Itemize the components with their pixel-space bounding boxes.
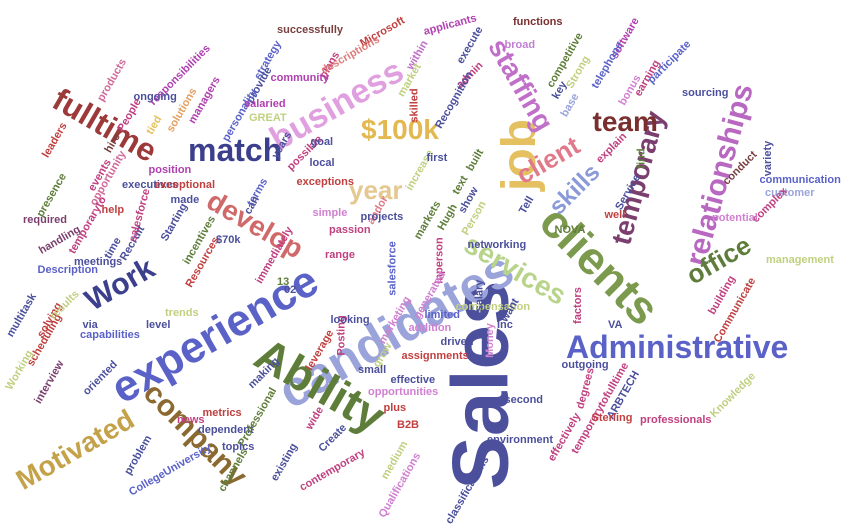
cloud-word: execute bbox=[454, 24, 486, 66]
cloud-word: well bbox=[604, 208, 626, 221]
cloud-word: 02 bbox=[284, 283, 297, 296]
cloud-word: successfully bbox=[277, 23, 344, 36]
cloud-word: outgoing bbox=[561, 358, 609, 371]
cloud-word: topics bbox=[222, 440, 255, 453]
cloud-word: second bbox=[504, 393, 544, 406]
cloud-word: executives bbox=[122, 178, 179, 191]
cloud-word: management bbox=[766, 253, 834, 266]
cloud-word: first bbox=[426, 151, 448, 164]
cloud-word: contemporary bbox=[297, 446, 367, 494]
cloud-word: communication bbox=[759, 173, 841, 186]
cloud-word: dependent bbox=[198, 423, 254, 436]
cloud-word: clients bbox=[529, 195, 670, 335]
cloud-word: B2B bbox=[397, 418, 420, 431]
cloud-word: capabilities bbox=[80, 328, 140, 341]
cloud-word: telephone bbox=[589, 39, 626, 91]
cloud-word: goal bbox=[310, 135, 334, 148]
cloud-word: interview bbox=[32, 358, 67, 406]
cloud-word: meetings bbox=[74, 255, 123, 268]
cloud-word: Starting bbox=[158, 200, 190, 243]
cloud-word: Tell bbox=[516, 193, 537, 216]
cloud-word: customer bbox=[765, 186, 815, 199]
cloud-word: problem bbox=[121, 432, 154, 477]
cloud-word: plus bbox=[383, 401, 407, 414]
cloud-word: passion bbox=[329, 223, 371, 236]
cloud-word: Working bbox=[3, 347, 36, 392]
cloud-word: community bbox=[270, 71, 330, 84]
cloud-word: salary bbox=[473, 279, 486, 311]
cloud-word: leaders bbox=[39, 120, 70, 160]
cloud-word: compensation bbox=[455, 300, 531, 313]
cloud-word: simple bbox=[312, 206, 348, 219]
cloud-word: variety bbox=[761, 140, 774, 176]
cloud-word: environment bbox=[487, 433, 554, 446]
cloud-word: factors bbox=[571, 286, 584, 324]
cloud-word: team bbox=[592, 106, 658, 137]
cloud-word: functions bbox=[513, 15, 563, 28]
cloud-word: $100k bbox=[361, 114, 439, 145]
cloud-word: projects bbox=[360, 210, 404, 223]
cloud-word: ongoing bbox=[133, 90, 177, 103]
cloud-word: salesforce bbox=[386, 240, 399, 296]
cloud-word: degrees bbox=[574, 365, 597, 410]
cloud-word: built bbox=[463, 146, 486, 173]
cloud-word: tied bbox=[144, 113, 165, 137]
cloud-word: salesforce bbox=[126, 187, 153, 243]
cloud-word: effective bbox=[390, 373, 436, 386]
cloud-word: range bbox=[325, 248, 355, 261]
cloud-word: NOVA bbox=[554, 223, 586, 236]
cloud-word: Administrative bbox=[566, 329, 789, 365]
cloud-word: potential bbox=[712, 211, 758, 224]
cloud-word: assignments bbox=[401, 349, 469, 362]
cloud-word: level bbox=[146, 318, 171, 331]
cloud-word: required bbox=[23, 213, 68, 226]
cloud-word: Professional bbox=[235, 385, 280, 449]
cloud-word: limited bbox=[424, 308, 460, 321]
cloud-word: exceptional bbox=[154, 178, 216, 191]
cloud-word: match bbox=[188, 132, 283, 168]
cloud-word: news bbox=[177, 413, 205, 426]
cloud-word: local bbox=[309, 156, 335, 169]
cloud-word: Money bbox=[483, 322, 496, 358]
cloud-word: GREAT bbox=[249, 111, 287, 124]
cloud-word: VA bbox=[608, 318, 623, 331]
cloud-word: multitask bbox=[4, 290, 39, 339]
cloud-word: via bbox=[82, 318, 98, 331]
cloud-word: Motivated bbox=[10, 403, 139, 496]
cloud-word: addition bbox=[408, 321, 452, 334]
cloud-word: networking bbox=[467, 238, 527, 251]
cloud-word: pay bbox=[450, 373, 470, 386]
cloud-word: metrics bbox=[202, 406, 242, 419]
cloud-word: driven bbox=[440, 335, 474, 348]
cloud-word: Create bbox=[316, 421, 350, 454]
cloud-word: broad bbox=[504, 38, 536, 51]
cloud-word: year bbox=[349, 175, 403, 205]
cloud-word: trends bbox=[165, 306, 199, 319]
cloud-word: find bbox=[635, 147, 648, 169]
cloud-word: professionals bbox=[640, 413, 712, 426]
cloud-word: looking bbox=[330, 313, 370, 326]
cloud-word: exceptions bbox=[296, 175, 354, 188]
cloud-word: help bbox=[101, 203, 125, 216]
cloud-word: Knowledge bbox=[707, 369, 758, 420]
cloud-word: Description bbox=[37, 263, 99, 276]
cloud-word: products bbox=[94, 56, 129, 104]
cloud-word: Sterling bbox=[591, 411, 633, 424]
cloud-word: made bbox=[170, 193, 200, 206]
cloud-word: Inc bbox=[497, 318, 513, 331]
cloud-word: presence bbox=[34, 170, 69, 219]
cloud-word: sourcing bbox=[682, 86, 729, 99]
cloud-word: skilled bbox=[408, 87, 421, 123]
cloud-word: position bbox=[148, 163, 192, 176]
cloud-word: $70k bbox=[216, 233, 241, 246]
cloud-word: salaried bbox=[244, 97, 286, 110]
cloud-word: existing bbox=[268, 440, 300, 483]
cloud-word: Recognition bbox=[433, 69, 476, 131]
cloud-word: 13 bbox=[277, 275, 290, 288]
cloud-word: opportunities bbox=[368, 385, 439, 398]
cloud-word: small bbox=[358, 363, 387, 376]
